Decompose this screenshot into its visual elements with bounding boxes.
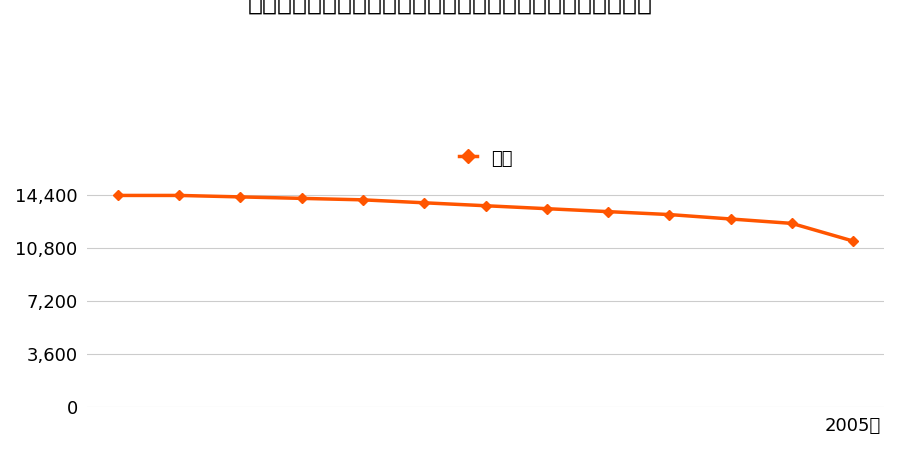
- 価格: [480, 203, 491, 208]
- 価格: [664, 212, 675, 217]
- 価格: [357, 197, 368, 202]
- 価格: [418, 200, 429, 206]
- 価格: [603, 209, 614, 214]
- 価格: [174, 193, 184, 198]
- 価格: [112, 193, 123, 198]
- 価格: [787, 220, 797, 226]
- 価格: [296, 196, 307, 201]
- 価格: [725, 216, 736, 222]
- 価格: [542, 206, 553, 211]
- 価格: [848, 238, 859, 244]
- Text: 福島県伊達郡国見町大字小坂字北町裏４３番１外の地価推移: 福島県伊達郡国見町大字小坂字北町裏４３番１外の地価推移: [248, 0, 652, 15]
- Legend: 価格: 価格: [451, 142, 519, 175]
- Line: 価格: 価格: [114, 192, 857, 244]
- 価格: [235, 194, 246, 200]
